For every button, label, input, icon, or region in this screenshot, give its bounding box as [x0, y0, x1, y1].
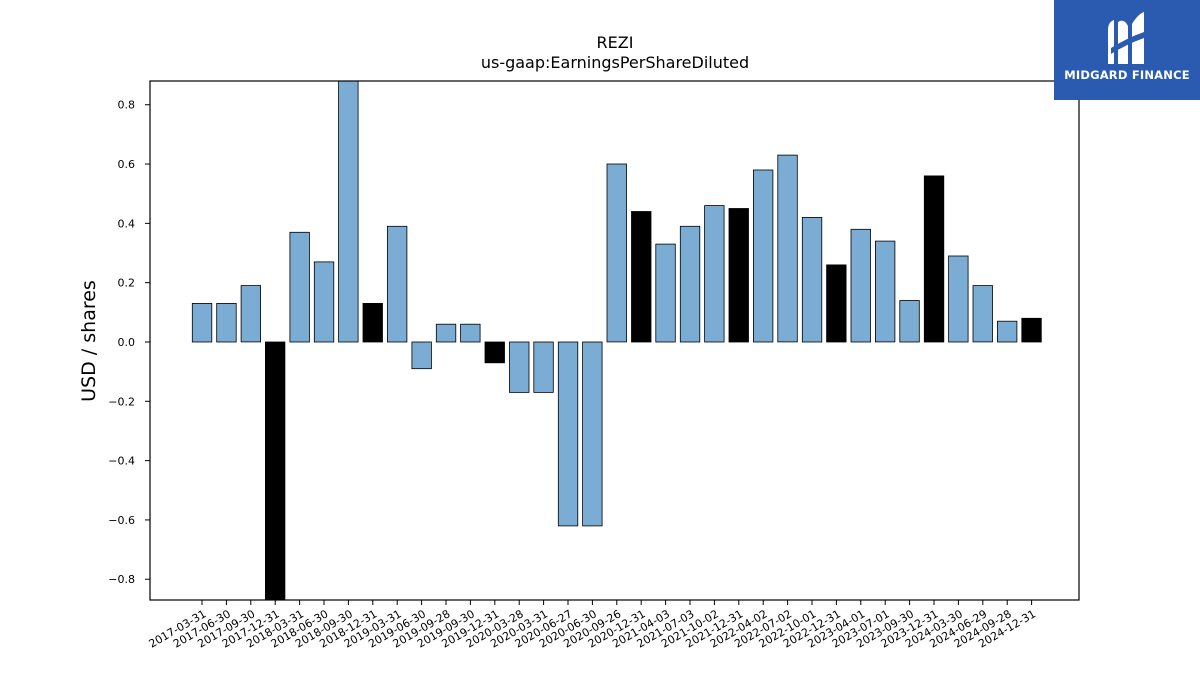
y-axis-ticks: −0.8 −0.6 −0.4 −0.2 0.0 0.2 0.4 0.6 0.8 — [108, 99, 150, 586]
bar-2018-12-31 — [362, 302, 383, 343]
bar-2020-03-28 — [509, 341, 530, 393]
bar-2021-04-03 — [655, 243, 676, 343]
bar-2020-06-27 — [557, 341, 579, 527]
y-tick-label: −0.8 — [108, 573, 135, 586]
bar-2024-03-30 — [948, 255, 969, 343]
midgard-finance-logo: MIDGARD FINANCE — [1054, 0, 1200, 100]
bar-2020-12-31 — [631, 211, 652, 343]
y-axis-label: USD / shares — [78, 280, 100, 402]
bar-2020-09-26 — [606, 163, 627, 343]
y-tick-label: −0.4 — [108, 455, 135, 468]
bar-2022-04-02 — [753, 169, 774, 343]
chart-subtitle: us-gaap:EarningsPerShareDiluted — [481, 53, 749, 72]
bars-group — [191, 80, 1042, 601]
bar-2024-06-29 — [972, 285, 993, 343]
bar-2018-09-30 — [338, 80, 359, 343]
x-axis-ticks: 2017-03-312017-06-302017-09-302017-12-31… — [147, 600, 1038, 651]
bar-2019-09-28 — [435, 323, 457, 343]
bar-2023-12-31 — [923, 175, 945, 343]
bar-2024-09-28 — [997, 320, 1018, 343]
y-tick-label: 0.8 — [118, 99, 136, 112]
chart-title: REZI — [597, 33, 634, 52]
y-tick-label: 0.2 — [118, 277, 136, 290]
bar-2023-09-30 — [899, 300, 920, 343]
bar-2021-10-02 — [704, 205, 725, 343]
midgard-m-logo-icon — [1108, 12, 1144, 64]
y-tick-label: 0.4 — [118, 217, 136, 230]
bar-2019-03-31 — [386, 225, 408, 343]
bar-2018-03-31 — [289, 231, 310, 343]
bar-2017-06-30 — [216, 302, 237, 343]
bar-2023-07-01 — [875, 240, 896, 343]
bar-2023-04-01 — [850, 228, 871, 343]
y-tick-label: −0.6 — [108, 514, 135, 527]
y-tick-label: −0.2 — [108, 395, 135, 408]
bar-2022-10-01 — [801, 216, 823, 343]
y-tick-label: 0.6 — [118, 158, 136, 171]
bar-2020-06-30 — [582, 341, 603, 527]
bar-2019-09-30 — [460, 323, 481, 343]
y-tick-label: 0.0 — [118, 336, 136, 349]
bar-2017-03-31 — [191, 302, 213, 343]
bar-2018-06-30 — [313, 261, 335, 343]
bar-2021-07-03 — [679, 225, 701, 343]
logo-text: MIDGARD FINANCE — [1064, 68, 1190, 82]
bar-2024-12-31 — [1021, 317, 1042, 343]
plot-frame — [149, 80, 1080, 601]
bar-2021-12-31 — [728, 208, 749, 343]
bar-2022-12-31 — [826, 264, 847, 343]
bar-2019-06-30 — [411, 341, 432, 370]
bar-2022-07-02 — [777, 154, 798, 343]
bar-2019-12-31 — [484, 341, 505, 364]
bar-2017-12-31 — [264, 341, 286, 601]
bar-2020-03-31 — [533, 341, 554, 393]
bar-2017-09-30 — [240, 285, 262, 343]
